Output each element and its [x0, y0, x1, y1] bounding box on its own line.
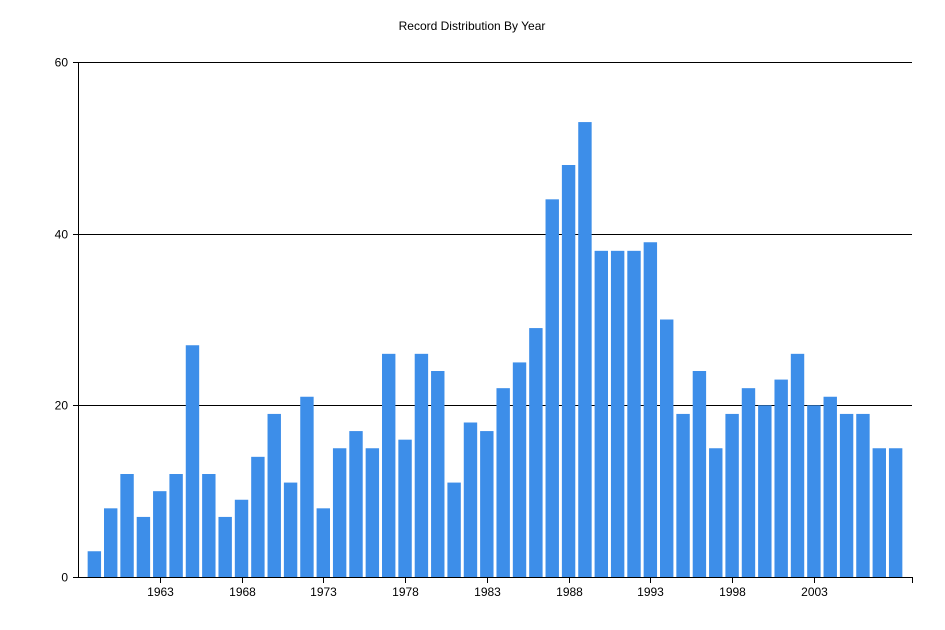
bar-1994 [660, 319, 674, 577]
bar-1967 [218, 516, 232, 577]
x-tick-label: 1983 [474, 585, 501, 599]
x-tick-label: 1973 [310, 585, 337, 599]
bar-1983 [480, 431, 494, 577]
bar-1987 [545, 199, 559, 577]
x-tick-label: 1993 [637, 585, 664, 599]
x-tick-label: 1978 [392, 585, 419, 599]
chart-title: Record Distribution By Year [399, 19, 546, 33]
bar-1980 [431, 371, 445, 577]
bar-2000 [758, 405, 772, 577]
bar-2003 [807, 405, 821, 577]
bar-1998 [725, 413, 739, 577]
x-tick-label: 1998 [719, 585, 746, 599]
bar-1976 [365, 448, 380, 577]
bar-2007 [872, 448, 886, 577]
bar-1965 [185, 345, 200, 577]
bar-1963 [153, 491, 167, 577]
bar-2008 [888, 448, 903, 577]
bar-2005 [839, 413, 854, 577]
bar-1984 [496, 388, 510, 577]
x-tick-label: 1963 [147, 585, 174, 599]
bar-1970 [267, 413, 281, 577]
bar-1959 [87, 551, 102, 577]
bar-1974 [332, 448, 347, 577]
bar-1986 [529, 328, 543, 577]
bar-1993 [643, 242, 658, 577]
bar-1990 [594, 250, 608, 577]
y-tick-label: 60 [55, 56, 69, 70]
bar-1960 [104, 508, 118, 577]
y-tick-label: 40 [55, 228, 69, 242]
bar-1995 [676, 413, 690, 577]
bar-1964 [169, 474, 183, 577]
bar-1997 [709, 448, 723, 577]
bar-2006 [856, 413, 870, 577]
bar-1992 [627, 250, 641, 577]
bar-1972 [300, 396, 314, 577]
bar-2004 [823, 396, 837, 577]
bar-1968 [234, 499, 249, 577]
tick-labels: 0 20 40 60 1963 1968 1973 1978 1983 1988 1993 1998 2… [55, 56, 829, 600]
bar-1975 [349, 431, 363, 577]
bar-1966 [202, 474, 216, 577]
axes [73, 62, 913, 583]
bar-1999 [741, 388, 756, 577]
bar-1973 [316, 508, 330, 577]
bar-2001 [774, 379, 788, 577]
bar-2002 [790, 353, 805, 577]
bar-1988 [561, 165, 576, 577]
y-tick-label: 0 [61, 571, 68, 585]
bar-1981 [447, 482, 461, 577]
bar-1962 [136, 516, 151, 577]
gridlines [78, 62, 912, 406]
bar-1985 [512, 362, 527, 577]
bar-1978 [398, 439, 412, 577]
bar-1979 [414, 353, 429, 577]
y-tick-label: 20 [55, 399, 69, 413]
bar-1991 [610, 250, 625, 577]
bar-1982 [463, 422, 478, 577]
x-tick-label: 1968 [229, 585, 256, 599]
bar-1971 [283, 482, 298, 577]
bar-1977 [382, 353, 396, 577]
bar-1969 [251, 456, 265, 577]
bar-1989 [578, 122, 592, 577]
x-tick-label: 2003 [801, 585, 828, 599]
bar-1996 [692, 371, 707, 577]
bar-1961 [120, 474, 134, 577]
bars [87, 122, 903, 577]
x-tick-label: 1988 [556, 585, 583, 599]
